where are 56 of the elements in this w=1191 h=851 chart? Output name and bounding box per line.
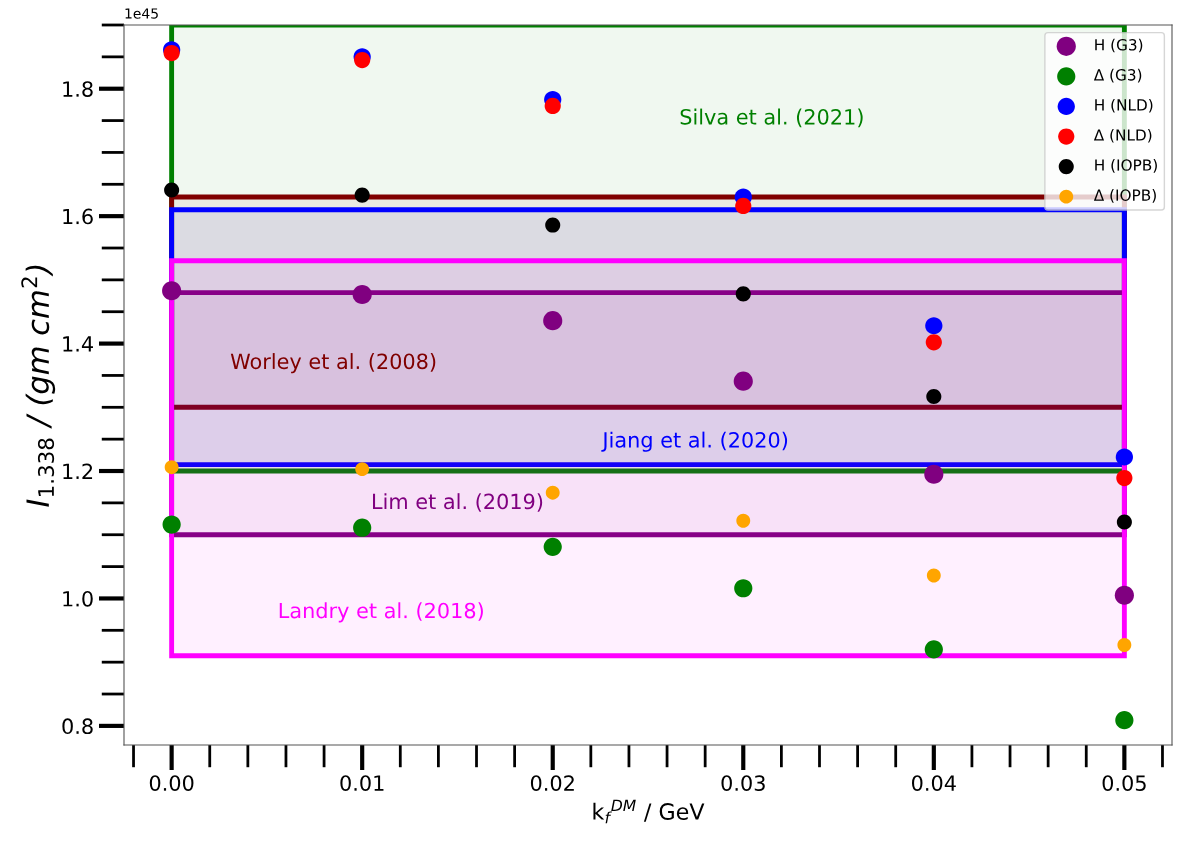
point bbox=[352, 284, 372, 305]
point bbox=[162, 515, 181, 534]
y-tick-label: 1.8 bbox=[63, 81, 93, 97]
x-axis-title: k$_{f}$$^{DM}$ / GeV bbox=[593, 799, 705, 824]
point bbox=[544, 97, 561, 115]
point bbox=[734, 579, 753, 598]
point bbox=[1115, 711, 1134, 730]
y-axis-title: I$_{1.338}$ / (gm cm$^{2}$) bbox=[21, 265, 56, 507]
point bbox=[1116, 514, 1132, 530]
point bbox=[924, 464, 944, 484]
band-label: Jiang et al. (2020) bbox=[601, 431, 788, 452]
x-tick-label: 0.01 bbox=[340, 775, 384, 791]
point bbox=[162, 281, 182, 301]
legend-label: Δ (G3) bbox=[1093, 68, 1142, 83]
point bbox=[925, 317, 943, 335]
band-label: Landry et al. (2018) bbox=[279, 602, 483, 623]
point bbox=[353, 518, 372, 537]
point bbox=[736, 513, 751, 528]
band-label: Worley et al. (2008) bbox=[230, 353, 436, 374]
y-tick-label: 0.8 bbox=[62, 718, 93, 735]
point bbox=[164, 460, 179, 475]
point bbox=[543, 537, 562, 556]
point bbox=[735, 286, 751, 302]
legend-label: H (NLD) bbox=[1095, 98, 1153, 113]
point bbox=[1116, 469, 1133, 487]
point bbox=[354, 187, 370, 203]
point bbox=[925, 334, 942, 351]
band-label: Lim et al. (2019) bbox=[373, 493, 543, 512]
point bbox=[926, 568, 941, 583]
point bbox=[355, 462, 370, 477]
point bbox=[735, 197, 752, 215]
point bbox=[543, 311, 563, 331]
legend-label: Δ (NLD) bbox=[1093, 128, 1152, 143]
y-tick-label: 1.0 bbox=[63, 590, 93, 607]
x-tick-label: 0.00 bbox=[149, 775, 194, 791]
point bbox=[733, 371, 753, 391]
legend-label: Δ (IOPB) bbox=[1093, 189, 1156, 203]
y-tick-label: 1.2 bbox=[63, 463, 93, 479]
point bbox=[926, 388, 942, 405]
point bbox=[924, 640, 943, 659]
y-tick-label: 1.6 bbox=[63, 208, 93, 225]
legend-label: H (G3) bbox=[1095, 38, 1143, 53]
y-tick-label: 1.4 bbox=[63, 336, 93, 352]
point bbox=[545, 217, 561, 233]
point bbox=[1115, 448, 1133, 466]
point bbox=[164, 182, 180, 198]
point bbox=[1114, 585, 1134, 605]
x-tick-label: 0.05 bbox=[1102, 775, 1146, 791]
text: 1e45 bbox=[125, 8, 158, 19]
x-tick-label: 0.04 bbox=[912, 775, 956, 791]
point bbox=[1117, 638, 1132, 652]
band-label: Silva et al. (2021) bbox=[680, 108, 863, 128]
legend-label: H (IOPB) bbox=[1095, 159, 1157, 173]
x-tick-label: 0.03 bbox=[721, 775, 765, 791]
point bbox=[545, 485, 560, 500]
x-tick-label: 0.02 bbox=[530, 775, 574, 791]
